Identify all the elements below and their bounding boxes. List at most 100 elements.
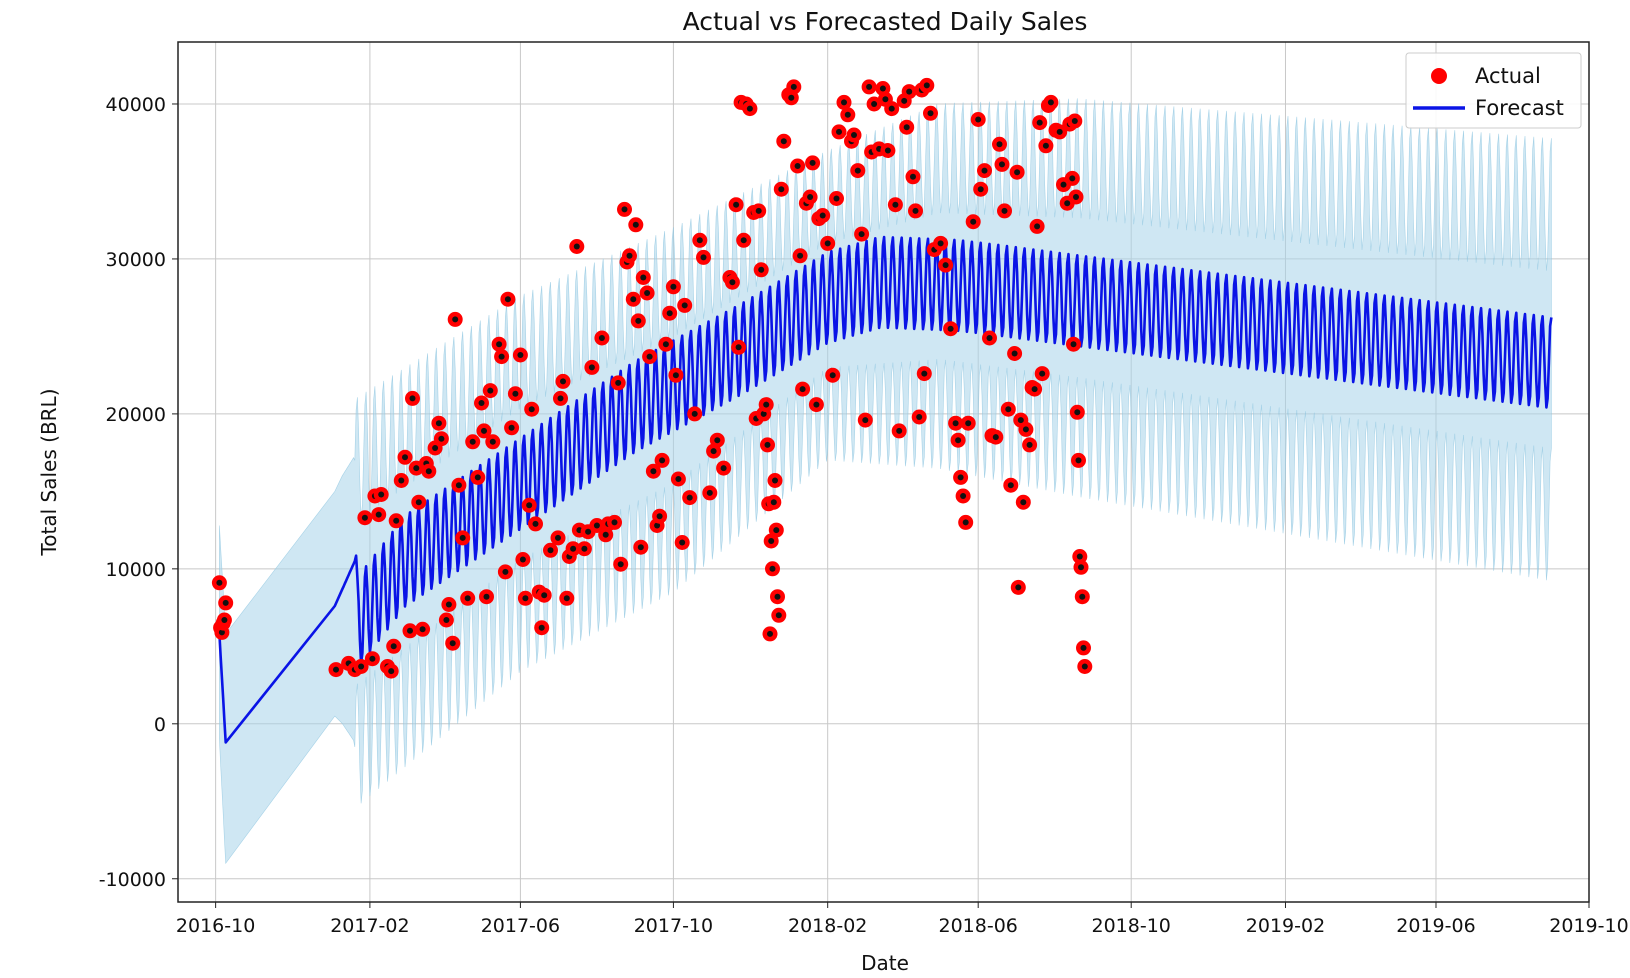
actual-point-center bbox=[1071, 118, 1078, 124]
actual-point-center bbox=[581, 545, 588, 552]
actual-point-center bbox=[621, 206, 628, 213]
actual-point-center bbox=[502, 568, 509, 575]
actual-point-center bbox=[960, 493, 967, 499]
actual-point-center bbox=[879, 85, 886, 92]
actual-point-center bbox=[517, 352, 524, 358]
actual-point-center bbox=[775, 612, 782, 619]
actual-point-center bbox=[1081, 663, 1088, 670]
actual-point-center bbox=[999, 161, 1005, 168]
actual-point-center bbox=[390, 643, 397, 650]
actual-point-center bbox=[644, 290, 651, 296]
actual-point-center bbox=[1047, 99, 1054, 106]
actual-point-center bbox=[496, 341, 503, 348]
actual-point-center bbox=[617, 561, 624, 568]
actual-point-center bbox=[858, 231, 865, 238]
actual-point-center bbox=[774, 593, 781, 600]
actual-point-center bbox=[970, 218, 977, 225]
actual-point-center bbox=[449, 640, 456, 647]
actual-point-center bbox=[415, 499, 422, 506]
actual-point-center bbox=[720, 465, 727, 472]
x-tick-label: 2018-06 bbox=[938, 915, 1017, 937]
forecast-line bbox=[218, 235, 1553, 744]
actual-point-center bbox=[824, 240, 831, 247]
actual-point-center bbox=[740, 237, 747, 244]
actual-point-center bbox=[388, 668, 395, 675]
actual-point-center bbox=[1022, 426, 1029, 433]
actual-point-center bbox=[1005, 406, 1012, 413]
x-tick-label: 2019-06 bbox=[1396, 915, 1475, 937]
chart-title: Actual vs Forecasted Daily Sales bbox=[683, 7, 1088, 36]
actual-point-center bbox=[464, 595, 471, 602]
actual-point-center bbox=[735, 344, 742, 351]
actual-point-center bbox=[764, 441, 771, 448]
actual-point-center bbox=[942, 262, 949, 269]
actual-point-center bbox=[841, 99, 847, 106]
actual-point-center bbox=[445, 601, 452, 608]
actual-point-center bbox=[923, 82, 930, 89]
actual-point-center bbox=[1020, 499, 1027, 506]
actual-point-center bbox=[691, 410, 698, 417]
actual-point-center bbox=[640, 274, 647, 281]
actual-point-center bbox=[216, 579, 223, 586]
actual-point-center bbox=[670, 283, 677, 290]
actual-point-center bbox=[760, 410, 767, 417]
actual-point-center bbox=[413, 465, 420, 472]
actual-point-center bbox=[1073, 194, 1079, 200]
actual-point-center bbox=[686, 494, 693, 501]
actual-point-center bbox=[498, 353, 505, 360]
actual-point-center bbox=[538, 624, 545, 631]
actual-point-center bbox=[407, 627, 413, 634]
actual-point-center bbox=[809, 159, 816, 166]
x-tick-label: 2017-02 bbox=[330, 915, 409, 937]
actual-point-center bbox=[770, 499, 777, 506]
actual-point-center bbox=[679, 539, 686, 546]
actual-point-center bbox=[901, 97, 908, 104]
actual-point-center bbox=[508, 424, 515, 431]
plot-frame bbox=[177, 41, 1590, 903]
actual-point-center bbox=[681, 302, 688, 309]
actual-point-center bbox=[1007, 482, 1014, 489]
actual-point-center bbox=[797, 252, 804, 259]
plot-series bbox=[211, 77, 1553, 865]
actual-point-center bbox=[912, 207, 919, 214]
actual-point-center bbox=[696, 237, 703, 244]
actual-point-center bbox=[459, 534, 466, 541]
actual-point-center bbox=[402, 454, 408, 461]
actual-point-center bbox=[910, 173, 916, 180]
actual-point-center bbox=[512, 390, 519, 397]
actual-point-center bbox=[483, 593, 490, 600]
actual-point-center bbox=[892, 201, 899, 208]
actual-point-center bbox=[836, 128, 842, 135]
actual-point-center bbox=[487, 387, 494, 394]
actual-point-center bbox=[419, 626, 426, 633]
actual-point-center bbox=[588, 364, 595, 371]
actual-point-center bbox=[710, 448, 717, 455]
actual-point-center bbox=[1056, 128, 1063, 135]
actual-point-center bbox=[659, 457, 666, 464]
y-tick-label: 0 bbox=[154, 714, 166, 736]
actual-point-center bbox=[854, 167, 861, 174]
actual-point-center bbox=[398, 477, 405, 484]
actual-point-center bbox=[666, 310, 673, 317]
actual-point-center bbox=[1076, 553, 1083, 560]
actual-point-center bbox=[469, 438, 476, 445]
x-tick-label: 2018-10 bbox=[1092, 915, 1171, 937]
actual-point-center bbox=[965, 420, 972, 427]
legend-actual-marker bbox=[1431, 68, 1447, 84]
actual-point-center bbox=[788, 94, 795, 101]
actual-point-center bbox=[435, 420, 442, 427]
actual-point-center bbox=[532, 520, 539, 527]
actual-point-center bbox=[393, 517, 400, 524]
actual-point-center bbox=[755, 207, 762, 214]
actual-point-center bbox=[763, 401, 770, 408]
actual-point-center bbox=[637, 544, 644, 551]
actual-point-center bbox=[884, 147, 891, 154]
actual-point-center bbox=[593, 522, 600, 529]
actual-point-center bbox=[672, 372, 679, 379]
actual-point-center bbox=[504, 296, 511, 303]
actual-point-center bbox=[813, 401, 820, 408]
actual-point-center bbox=[882, 96, 889, 103]
actual-point-center bbox=[557, 395, 564, 402]
actual-point-center bbox=[758, 266, 765, 273]
actual-point-center bbox=[952, 420, 959, 427]
